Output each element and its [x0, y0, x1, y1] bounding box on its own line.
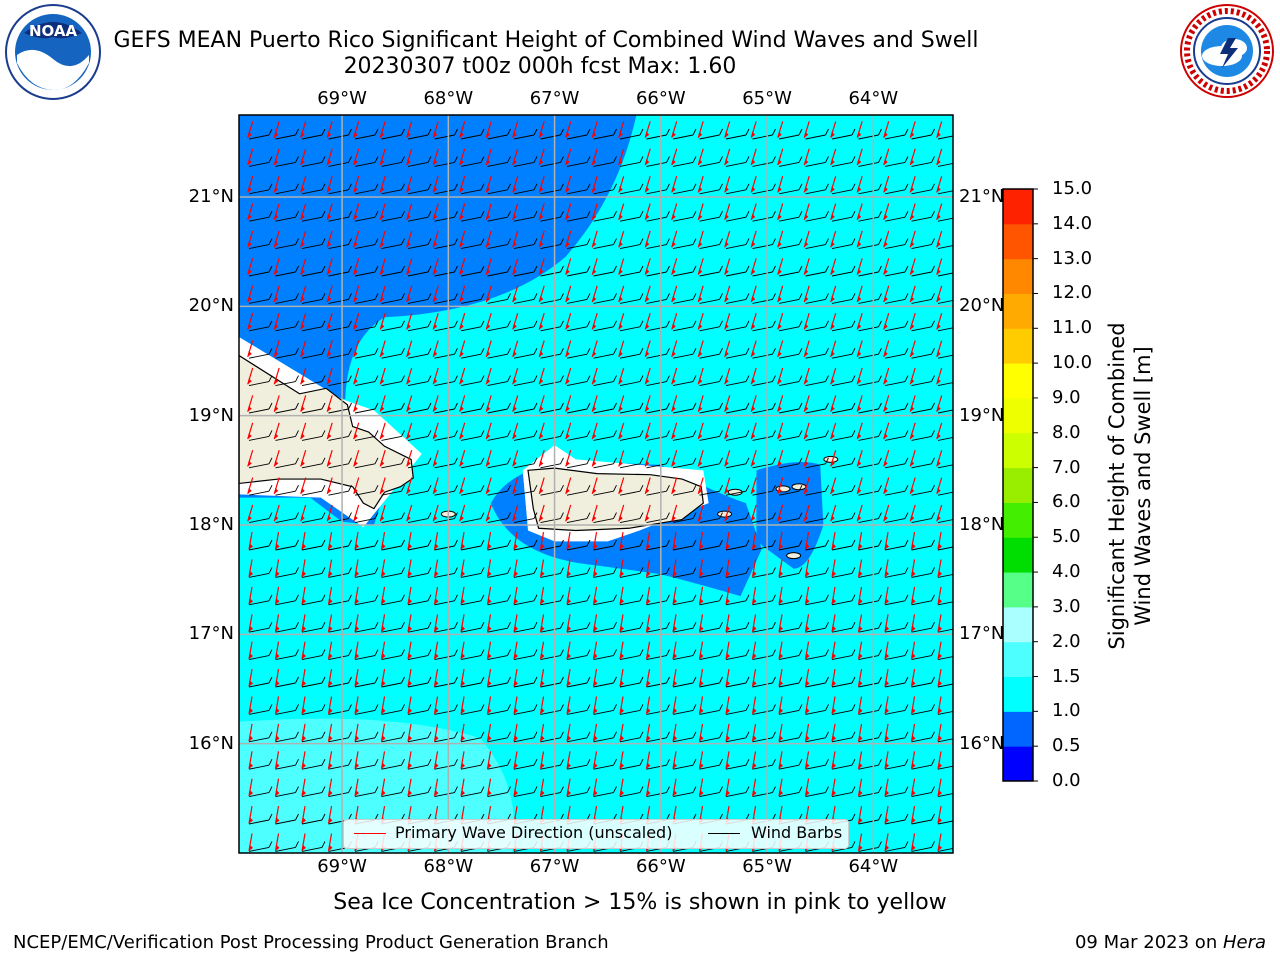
colorbar-segment: [1003, 746, 1033, 782]
colorbar-segment: [1003, 363, 1033, 399]
footer-host: Hera: [1222, 932, 1266, 953]
lat-tick-left: 18°N: [188, 514, 234, 535]
lon-tick-top: 66°W: [635, 88, 686, 109]
lon-tick-bottom: 64°W: [848, 856, 899, 877]
colorbar-label-line1: Significant Height of Combined: [1105, 322, 1129, 650]
footer-date-text: 09 Mar 2023 on: [1074, 932, 1223, 953]
colorbar-tick-label: 1.0: [1052, 700, 1081, 722]
lat-tick-left: 20°N: [188, 295, 234, 317]
lon-tick-bottom: 68°W: [423, 856, 474, 877]
colorbar: [1002, 188, 1038, 782]
colorbar-segment: [1003, 606, 1033, 643]
colorbar-segment: [1003, 676, 1033, 712]
lat-tick-left: 16°N: [188, 732, 234, 754]
lat-tick-left: 21°N: [188, 186, 234, 207]
wave-direction-legend-label: Primary Wave Direction (unscaled): [395, 823, 673, 842]
colorbar-segment: [1003, 432, 1033, 469]
lat-tick-right: 21°N: [959, 186, 1005, 207]
wind-barbs-legend-label: Wind Barbs: [751, 823, 843, 842]
colorbar-tick-label: 6.0: [1052, 491, 1081, 513]
graticule: [239, 115, 953, 853]
colorbar-tick-label: 13.0: [1052, 247, 1093, 269]
colorbar-tick-label: 5.0: [1052, 526, 1081, 548]
sea-ice-note: Sea Ice Concentration > 15% is shown in …: [333, 890, 947, 915]
noaa-logo: NOAA: [5, 4, 101, 100]
island-st-john: [791, 483, 807, 491]
colorbar-frame: [1002, 188, 1034, 782]
colorbar-segment: [1003, 502, 1033, 538]
colorbar-segment: [1003, 467, 1033, 503]
footer-credit: NCEP/EMC/Verification Post Processing Pr…: [13, 932, 609, 953]
svg-text:NOAA: NOAA: [29, 22, 78, 40]
colorbar-tick-label: 15.0: [1052, 178, 1093, 199]
colorbar-label-line2: Wind Waves and Swell [m]: [1131, 346, 1155, 626]
lon-tick-bottom: 69°W: [317, 856, 367, 877]
colorbar-segment: [1003, 537, 1033, 573]
national-weather-service-logo: [1180, 4, 1274, 98]
wind-barb-field: [248, 128, 953, 852]
lon-tick-top: 65°W: [742, 88, 792, 109]
colorbar-tick-label: 3.0: [1052, 595, 1081, 617]
footer-date: 09 Mar 2023 on Hera: [1075, 932, 1266, 953]
island-st-croix: [786, 552, 802, 560]
lon-tick-bottom: 67°W: [529, 856, 580, 877]
colorbar-tick-label: 11.0: [1052, 317, 1093, 339]
colorbar-label: Significant Height of Combined Wind Wave…: [1104, 322, 1156, 649]
lon-tick-bottom: 66°W: [635, 856, 686, 877]
land-puerto-rico: [527, 467, 704, 532]
colorbar-segment: [1003, 293, 1033, 329]
lat-tick-right: 20°N: [959, 295, 1005, 317]
lat-tick-right: 19°N: [959, 404, 1005, 426]
lon-tick-bottom: 65°W: [742, 856, 792, 877]
colorbar-tick-label: 0.5: [1052, 735, 1081, 757]
wind-barbs-legend-line: [708, 833, 740, 834]
island-anegada: [823, 455, 839, 463]
island-vieques: [717, 510, 733, 518]
lat-tick-left: 17°N: [188, 623, 234, 645]
chart-title: GEFS MEAN Puerto Rico Significant Height…: [113, 28, 979, 53]
lon-tick-top: 68°W: [423, 88, 474, 109]
wave-direction-legend-line: [354, 833, 386, 834]
colorbar-tick-label: 14.0: [1052, 212, 1093, 234]
colorbar-tick-label: 9.0: [1052, 386, 1081, 408]
colorbar-tick-label: 10.0: [1052, 352, 1093, 374]
colorbar-tick-label: 7.0: [1052, 456, 1081, 478]
colorbar-tick-label: 1.5: [1052, 665, 1081, 687]
colorbar-segment: [1003, 397, 1033, 434]
colorbar-tick-label: 8.0: [1052, 421, 1081, 443]
colorbar-tick-label: 0.0: [1052, 770, 1081, 791]
lon-tick-top: 64°W: [848, 88, 899, 109]
lat-tick-right: 17°N: [959, 623, 1005, 645]
land-hispaniola: [239, 354, 414, 510]
colorbar-segment: [1003, 328, 1033, 364]
colorbar-tick-label: 2.0: [1052, 630, 1081, 652]
colorbar-segment: [1003, 711, 1033, 747]
colorbar-segment: [1003, 572, 1033, 608]
wave-zone-0.5-1.0-north: [239, 115, 637, 400]
lat-tick-right: 18°N: [959, 514, 1005, 535]
lat-tick-right: 16°N: [959, 732, 1005, 754]
map-frame: [238, 114, 954, 854]
lat-tick-left: 19°N: [188, 404, 234, 426]
lon-tick-top: 67°W: [529, 88, 580, 109]
map-legend: Primary Wave Direction (unscaled) Wind B…: [343, 819, 849, 849]
lon-tick-top: 69°W: [317, 88, 367, 109]
colorbar-tick-label: 4.0: [1052, 561, 1081, 583]
colorbar-tick-label: 12.0: [1052, 282, 1093, 304]
colorbar-segment: [1003, 189, 1033, 225]
colorbar-segment: [1003, 223, 1033, 260]
colorbar-segment: [1003, 641, 1033, 678]
colorbar-segment: [1003, 258, 1033, 294]
chart-subtitle: 20230307 t00z 000h fcst Max: 1.60: [343, 54, 737, 79]
